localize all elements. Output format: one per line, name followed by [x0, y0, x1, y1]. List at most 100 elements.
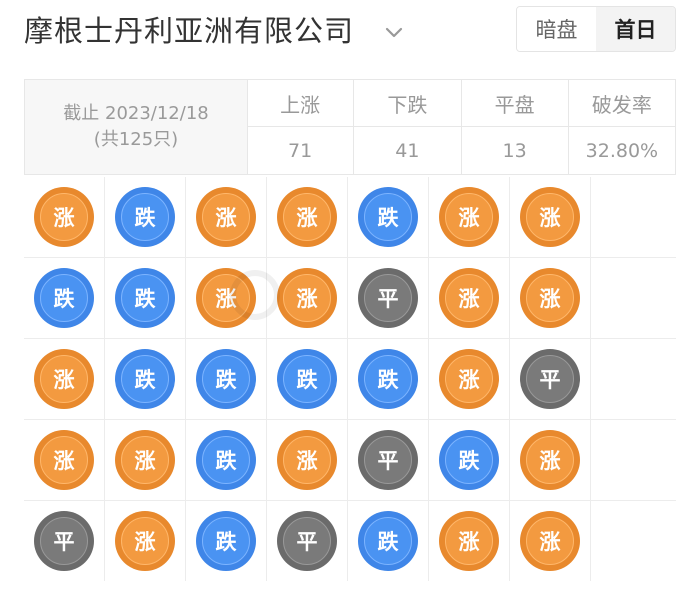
coin-label: 平: [364, 436, 412, 484]
grid-cell: 跌: [348, 339, 429, 419]
grid-cell: 跌: [429, 420, 510, 500]
grid-cell: 跌: [186, 339, 267, 419]
up-coin[interactable]: 涨: [196, 268, 256, 328]
up-coin[interactable]: 涨: [277, 268, 337, 328]
up-coin[interactable]: 涨: [520, 268, 580, 328]
grid-cell: 平: [510, 339, 591, 419]
grid-cell: 涨: [510, 258, 591, 338]
grid-cell: 涨: [267, 177, 348, 257]
grid-cell: 跌: [348, 177, 429, 257]
grid-cell: 涨: [24, 177, 105, 257]
summary-date-cell: 截止 2023/12/18 (共125只): [25, 80, 248, 174]
summary-value: 71: [288, 139, 313, 162]
coin-label: 跌: [202, 517, 250, 565]
up-coin[interactable]: 涨: [34, 187, 94, 247]
summary-col-up: 上涨 71: [247, 80, 355, 174]
coin-label: 跌: [121, 274, 169, 322]
down-coin[interactable]: 跌: [34, 268, 94, 328]
down-coin[interactable]: 跌: [196, 430, 256, 490]
grid-cell: 涨: [429, 339, 510, 419]
coin-label: 跌: [283, 355, 331, 403]
grid-cell: 涨: [429, 501, 510, 581]
grid-row: 涨跌跌跌跌涨平: [24, 339, 676, 420]
down-coin[interactable]: 跌: [358, 187, 418, 247]
tab-dark-pool[interactable]: 暗盘: [517, 7, 596, 51]
coin-label: 涨: [445, 274, 493, 322]
down-coin[interactable]: 跌: [196, 349, 256, 409]
coin-label: 涨: [526, 193, 574, 241]
chevron-down-icon[interactable]: [382, 20, 406, 44]
down-coin[interactable]: 跌: [358, 511, 418, 571]
summary-value: 41: [395, 139, 420, 162]
grid-cell: 涨: [510, 177, 591, 257]
up-coin[interactable]: 涨: [277, 187, 337, 247]
coin-label: 涨: [202, 274, 250, 322]
flat-coin[interactable]: 平: [358, 430, 418, 490]
flat-coin[interactable]: 平: [358, 268, 418, 328]
coin-label: 平: [40, 517, 88, 565]
up-coin[interactable]: 涨: [115, 511, 175, 571]
grid-cell: 平: [348, 420, 429, 500]
coin-label: 跌: [445, 436, 493, 484]
coin-label: 涨: [202, 193, 250, 241]
grid-cell: 涨: [105, 501, 186, 581]
grid-cell: 涨: [267, 420, 348, 500]
up-coin[interactable]: 涨: [115, 430, 175, 490]
grid-cell: 跌: [186, 501, 267, 581]
coin-label: 涨: [121, 436, 169, 484]
coin-label: 涨: [526, 517, 574, 565]
flat-coin[interactable]: 平: [520, 349, 580, 409]
coin-label: 涨: [121, 517, 169, 565]
down-coin[interactable]: 跌: [439, 430, 499, 490]
up-coin[interactable]: 涨: [277, 430, 337, 490]
coin-label: 跌: [364, 355, 412, 403]
up-coin[interactable]: 涨: [439, 511, 499, 571]
grid-cell: 跌: [267, 339, 348, 419]
down-coin[interactable]: 跌: [115, 349, 175, 409]
coin-label: 涨: [283, 274, 331, 322]
summary-col-flat: 平盘 13: [461, 80, 569, 174]
down-coin[interactable]: 跌: [277, 349, 337, 409]
coin-label: 跌: [121, 355, 169, 403]
summary-date: 截止 2023/12/18: [63, 103, 209, 124]
down-coin[interactable]: 跌: [115, 187, 175, 247]
tab-first-day[interactable]: 首日: [596, 7, 675, 51]
grid-cell: 平: [267, 501, 348, 581]
page-title[interactable]: 摩根士丹利亚洲有限公司: [24, 14, 355, 48]
coin-label: 跌: [40, 274, 88, 322]
up-coin[interactable]: 涨: [520, 430, 580, 490]
up-coin[interactable]: 涨: [439, 187, 499, 247]
coin-label: 涨: [526, 436, 574, 484]
coin-label: 平: [526, 355, 574, 403]
summary-header: 破发率: [568, 80, 675, 127]
header: 摩根士丹利亚洲有限公司 暗盘 首日: [0, 0, 700, 62]
up-coin[interactable]: 涨: [196, 187, 256, 247]
up-coin[interactable]: 涨: [520, 187, 580, 247]
coin-label: 涨: [40, 355, 88, 403]
summary-col-down: 下跌 41: [354, 80, 462, 174]
flat-coin[interactable]: 平: [277, 511, 337, 571]
up-coin[interactable]: 涨: [439, 268, 499, 328]
down-coin[interactable]: 跌: [358, 349, 418, 409]
coin-label: 涨: [445, 193, 493, 241]
down-coin[interactable]: 跌: [196, 511, 256, 571]
grid-cell: 平: [24, 501, 105, 581]
summary-header: 下跌: [354, 80, 461, 127]
grid-cell: 涨: [510, 420, 591, 500]
up-coin[interactable]: 涨: [439, 349, 499, 409]
grid-row: 涨涨跌涨平跌涨: [24, 420, 676, 501]
up-coin[interactable]: 涨: [34, 349, 94, 409]
grid-cell: 平: [348, 258, 429, 338]
coin-label: 涨: [40, 193, 88, 241]
grid-cell: 涨: [510, 501, 591, 581]
up-coin[interactable]: 涨: [34, 430, 94, 490]
down-coin[interactable]: 跌: [115, 268, 175, 328]
flat-coin[interactable]: 平: [34, 511, 94, 571]
grid-cell: 涨: [267, 258, 348, 338]
up-coin[interactable]: 涨: [520, 511, 580, 571]
coin-label: 涨: [283, 436, 331, 484]
summary-value: 13: [502, 139, 527, 162]
coin-label: 涨: [526, 274, 574, 322]
coin-label: 涨: [445, 355, 493, 403]
coin-label: 平: [283, 517, 331, 565]
